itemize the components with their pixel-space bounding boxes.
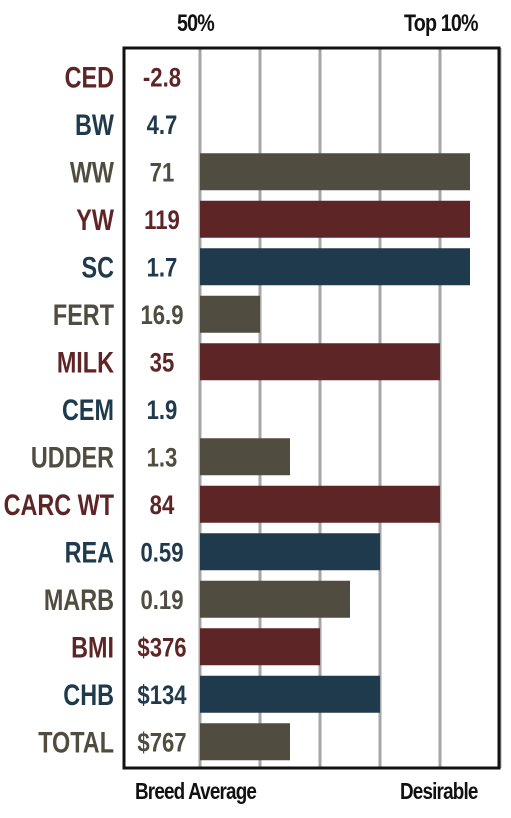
value-label-chb: $134 xyxy=(137,681,186,711)
value-label-total: $767 xyxy=(137,729,186,759)
value-label-fert: 16.9 xyxy=(140,301,183,331)
trait-labels: CED BW WW YW SC FERT MILK CEM UDDER CARC WT REA MAR… xyxy=(4,61,115,759)
top-left-label: 50% xyxy=(177,10,215,37)
bottom-left-label: Breed Average xyxy=(135,778,257,804)
trait-label-carc-wt: CARC WT xyxy=(4,488,115,521)
bar-chb xyxy=(200,675,380,713)
trait-label-rea: REA xyxy=(65,536,114,569)
value-label-bw: 4.7 xyxy=(147,111,178,141)
bar-ww xyxy=(200,153,470,191)
bar-marb xyxy=(200,580,350,618)
value-label-ww: 71 xyxy=(150,159,175,189)
value-label-milk: 35 xyxy=(150,349,175,379)
trait-label-ced: CED xyxy=(65,61,114,94)
trait-label-fert: FERT xyxy=(53,298,115,331)
value-label-carc-wt: 84 xyxy=(150,491,175,521)
top-right-label: Top 10% xyxy=(404,10,479,37)
value-label-rea: 0.59 xyxy=(140,539,183,569)
bar-udder xyxy=(200,438,290,476)
bars xyxy=(200,153,470,761)
bar-carc-wt xyxy=(200,485,440,523)
value-labels: -2.8 4.7 71 119 1.7 16.9 35 1.9 1.3 84 0.59 0.19 $37… xyxy=(137,64,186,759)
bar-total xyxy=(200,723,290,761)
trait-label-bw: BW xyxy=(75,108,115,141)
value-label-marb: 0.19 xyxy=(140,586,183,616)
bar-sc xyxy=(200,248,470,286)
trait-label-total: TOTAL xyxy=(38,726,114,759)
trait-label-cem: CEM xyxy=(62,393,114,426)
trait-label-yw: YW xyxy=(76,203,114,236)
trait-label-chb: CHB xyxy=(63,678,114,711)
value-label-udder: 1.3 xyxy=(147,444,178,474)
trait-label-ww: WW xyxy=(70,156,115,189)
value-label-yw: 119 xyxy=(144,206,180,236)
value-label-cem: 1.9 xyxy=(147,396,178,426)
trait-label-marb: MARB xyxy=(44,583,114,616)
trait-label-milk: MILK xyxy=(57,346,115,379)
value-label-sc: 1.7 xyxy=(147,254,178,284)
bar-fert xyxy=(200,295,260,333)
trait-label-sc: SC xyxy=(82,251,114,284)
chart-frame xyxy=(122,46,501,770)
trait-label-udder: UDDER xyxy=(31,441,114,474)
value-label-bmi: $376 xyxy=(137,634,186,664)
bar-yw xyxy=(200,200,470,238)
trait-label-bmi: BMI xyxy=(71,631,114,664)
bottom-right-label: Desirable xyxy=(400,778,478,804)
bar-rea xyxy=(200,533,380,571)
bar-bmi xyxy=(200,628,320,666)
value-label-ced: -2.8 xyxy=(143,64,181,94)
bar-milk xyxy=(200,343,440,381)
